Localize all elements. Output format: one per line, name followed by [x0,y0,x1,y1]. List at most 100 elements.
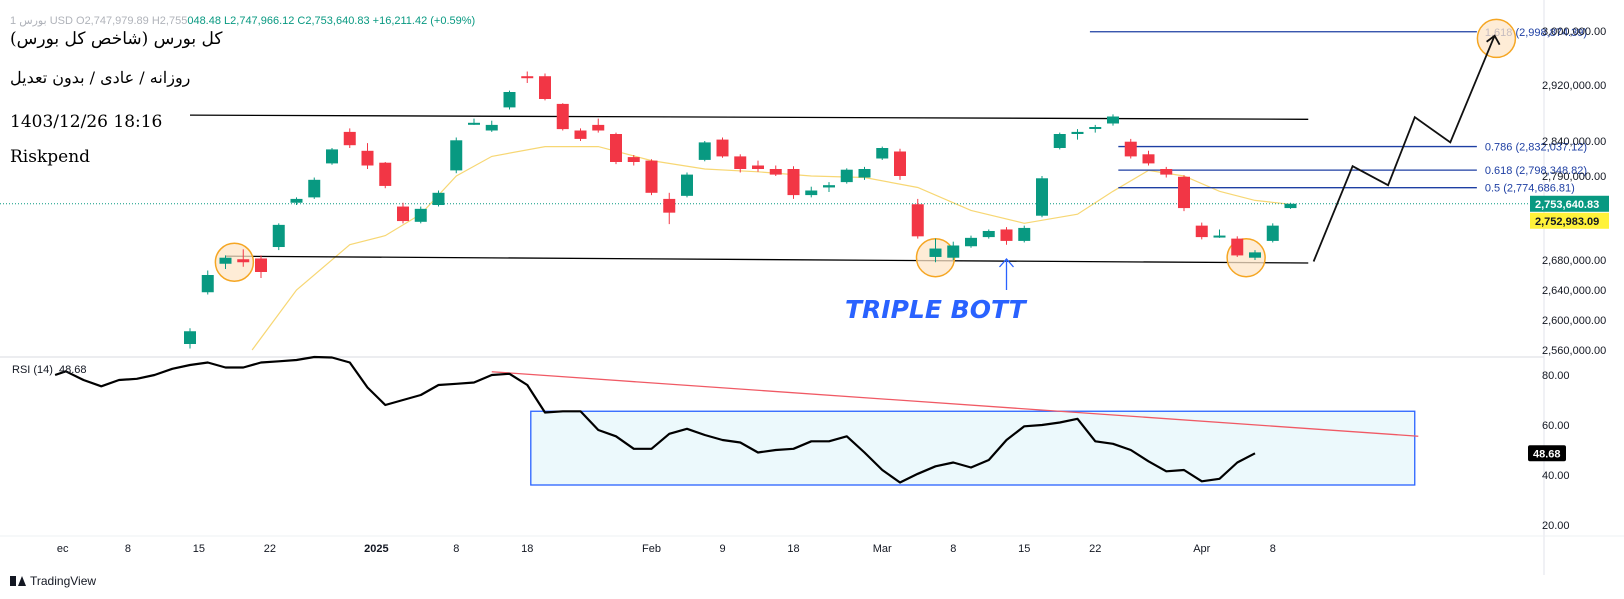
price-tick-label: 3,000,000.00 [1542,26,1606,38]
projection-arrowhead [1486,34,1501,46]
time-tick-label: 8 [125,543,131,555]
rsi-line [54,355,1256,484]
candle-body [1178,176,1190,209]
candle-body [219,257,232,264]
candle-body [663,198,676,213]
time-tick-label: 15 [1018,543,1030,555]
price-tick-label: 2,920,000.00 [1542,80,1606,92]
candle-body [929,248,942,257]
moving-average-value-label: 2,752,983.09 [1535,216,1599,228]
candle-body [734,156,747,169]
rsi-legend-value: 48.68 [58,364,87,376]
highlight-circle-layer [214,18,1517,282]
candle-body [1142,154,1155,164]
candle-body [539,76,551,99]
moving-average-line [251,146,1291,351]
highlight-circle [214,242,255,282]
time-tick-label: 9 [719,543,725,555]
projection-layer [1312,34,1501,262]
chart-author: Riskpend [10,147,91,167]
fib-level-label: 0.786 (2,832,037.12) [1485,142,1587,154]
time-tick-label: 18 [787,543,799,555]
time-tick-label: 8 [1270,543,1276,555]
candle-body [397,206,409,222]
time-tick-label: 15 [193,543,205,555]
chart-subtitle: روزانه / عادی / بدون تعدیل [10,68,191,87]
candle-body [592,124,605,131]
annotation-arrowhead [999,258,1014,268]
rsi-tick-label: 20.00 [1542,520,1570,532]
candle-body [1036,178,1048,216]
candle-body [1160,169,1173,175]
rsi-tick-label: 40.00 [1542,470,1570,482]
price-tick-label: 2,560,000.00 [1542,345,1606,357]
chart-title: کل بورس (شاخص کل بورس) [10,29,223,49]
candle-body [645,160,658,193]
candle-body [1249,252,1261,258]
time-tick-label: Feb [642,543,661,555]
tradingview-brand[interactable]: TradingView [10,574,96,588]
time-tick-label: 18 [521,543,533,555]
triple-bottom-annotation: TRIPLE BOTT [845,295,1028,324]
tradingview-logo-icon [10,576,26,586]
candle-body [432,192,445,206]
candle-body [361,150,374,166]
candle-body [1124,141,1137,157]
price-tick-label: 2,640,000.00 [1542,285,1606,297]
time-tick-label: Apr [1193,543,1210,555]
candle-body [308,179,321,198]
candle-body [290,198,303,203]
candle-body [769,169,782,175]
rsi-legend-label: RSI (14) [12,364,53,376]
candle-body [574,130,587,139]
candle-body [450,140,463,171]
fib-level-label: 0.5 (2,774,686.81) [1485,183,1575,195]
candle-body [610,134,622,162]
candle-body [1213,235,1226,238]
candle-body [1053,134,1066,148]
price-axis: 2,560,000.00 2,600,000.00 2,640,000.00 2,68… [1528,26,1609,532]
price-tick-label: 2,790,000.00 [1542,171,1606,183]
rsi-divergence-line [491,371,1419,437]
support-trend-line [225,255,1309,264]
fib-level-label: 0.618 (2,798,348.82) [1485,165,1587,177]
candle-body [840,169,853,183]
projection-path [1312,35,1496,262]
candle-body [379,162,392,186]
candle-body [787,169,800,196]
candle-body [1107,116,1119,124]
candle-body [184,331,196,344]
time-tick-label: 8 [453,543,459,555]
current-price-label: 2,753,640.83 [1535,199,1599,211]
candle-body [752,165,764,169]
price-tick-label: 2,840,000.00 [1542,136,1606,148]
candle-body [343,131,356,146]
time-tick-label: 8 [950,543,956,555]
candle-body [485,124,498,131]
candle-body [858,169,871,178]
candle-body [911,204,924,237]
resistance-trend-line [189,114,1309,120]
candle-body [326,149,338,164]
candle-body [1000,229,1013,241]
candle-body [272,224,285,248]
candle-body [823,185,835,188]
candle-body [503,92,516,108]
candle-body [947,245,960,258]
time-tick-label: 2025 [364,543,388,555]
candle-body [414,208,427,222]
price-tick-label: 2,600,000.00 [1542,315,1606,327]
candle-body [627,157,640,162]
candle-body [1231,238,1244,256]
rsi-layer [54,355,1419,486]
ohlc-symbol-open: 1 بورس USD O2,747,979.89 H2,755 [10,15,188,27]
candle-body [468,122,480,125]
ohlc-values: 048.48 L2,747,966.12 C2,753,640.83 +16,2… [187,15,476,27]
candle-body [556,103,569,130]
current-price-label-background [1530,195,1609,212]
brand-name: TradingView [30,574,97,588]
rsi-value-label-background [1528,445,1566,462]
candle-body [965,237,977,247]
candle-body [201,275,214,293]
